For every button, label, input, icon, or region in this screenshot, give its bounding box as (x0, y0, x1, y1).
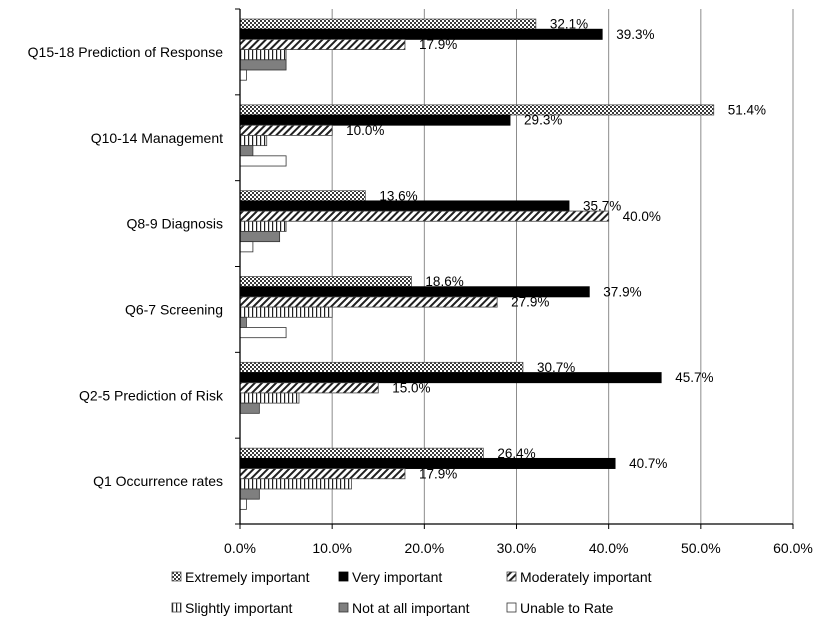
bar (239, 231, 281, 243)
bar (239, 296, 498, 308)
data-label: 30.7% (537, 360, 575, 375)
category-label: Q2-5 Prediction of Risk (79, 387, 224, 403)
bar (239, 468, 406, 480)
bar (239, 59, 287, 71)
data-label: 40.7% (629, 456, 667, 471)
data-label: 39.3% (616, 27, 654, 42)
bar (239, 478, 352, 490)
data-label: 18.6% (425, 274, 463, 289)
bar (239, 39, 406, 51)
bar (239, 382, 379, 394)
bar (239, 210, 610, 222)
data-label: 51.4% (728, 103, 766, 118)
category-label: Q1 Occurrence rates (93, 473, 223, 489)
data-label: 17.9% (419, 466, 457, 481)
bar (239, 124, 333, 136)
legend-label: Moderately important (520, 569, 652, 585)
bar (239, 18, 537, 30)
bar (239, 145, 254, 157)
category-label: Q10-14 Management (91, 130, 223, 146)
legend-swatch (171, 602, 182, 613)
legend-swatch (506, 602, 517, 613)
bar (239, 190, 366, 202)
data-label: 40.0% (623, 209, 661, 224)
bar (239, 488, 260, 500)
legend-label: Very important (352, 569, 442, 585)
data-label: 26.4% (497, 446, 535, 461)
data-label: 29.3% (524, 113, 562, 128)
bar (239, 361, 524, 373)
x-tick-label: 30.0% (497, 540, 537, 556)
data-label: 10.0% (346, 123, 384, 138)
x-tick-label: 0.0% (224, 540, 256, 556)
bar (239, 135, 268, 147)
x-tick-label: 60.0% (773, 540, 813, 556)
bar (239, 327, 287, 339)
bar (239, 104, 715, 116)
legend-swatch (338, 571, 349, 582)
legend-swatch (338, 602, 349, 613)
data-label: 35.7% (583, 199, 621, 214)
data-label: 32.1% (550, 17, 588, 32)
bar (239, 402, 260, 414)
data-label: 37.9% (603, 284, 641, 299)
data-label: 17.9% (419, 37, 457, 52)
bar (239, 69, 247, 81)
legend-label: Extremely important (185, 569, 310, 585)
data-label: 27.9% (511, 295, 549, 310)
data-label: 45.7% (675, 370, 713, 385)
x-tick-label: 50.0% (681, 540, 721, 556)
bar (239, 276, 412, 288)
bar (239, 155, 287, 167)
bar (239, 498, 247, 510)
category-label: Q8-9 Diagnosis (127, 216, 224, 232)
legend-swatch (506, 571, 517, 582)
data-label: 13.6% (379, 188, 417, 203)
legend-label: Not at all important (352, 600, 470, 616)
legend-label: Slightly important (185, 600, 292, 616)
bar (239, 372, 662, 384)
bar (239, 306, 333, 318)
x-tick-label: 20.0% (404, 540, 444, 556)
bar (239, 447, 484, 459)
bar (239, 241, 254, 253)
legend-label: Unable to Rate (520, 600, 614, 616)
x-tick-label: 40.0% (589, 540, 629, 556)
bar (239, 316, 247, 328)
bar (239, 220, 287, 232)
legend-swatch (171, 571, 182, 582)
x-tick-label: 10.0% (312, 540, 352, 556)
bar (239, 49, 287, 61)
category-label: Q6-7 Screening (125, 301, 223, 317)
data-label: 15.0% (392, 380, 430, 395)
category-label: Q15-18 Prediction of Response (28, 44, 224, 60)
bar (239, 392, 300, 404)
